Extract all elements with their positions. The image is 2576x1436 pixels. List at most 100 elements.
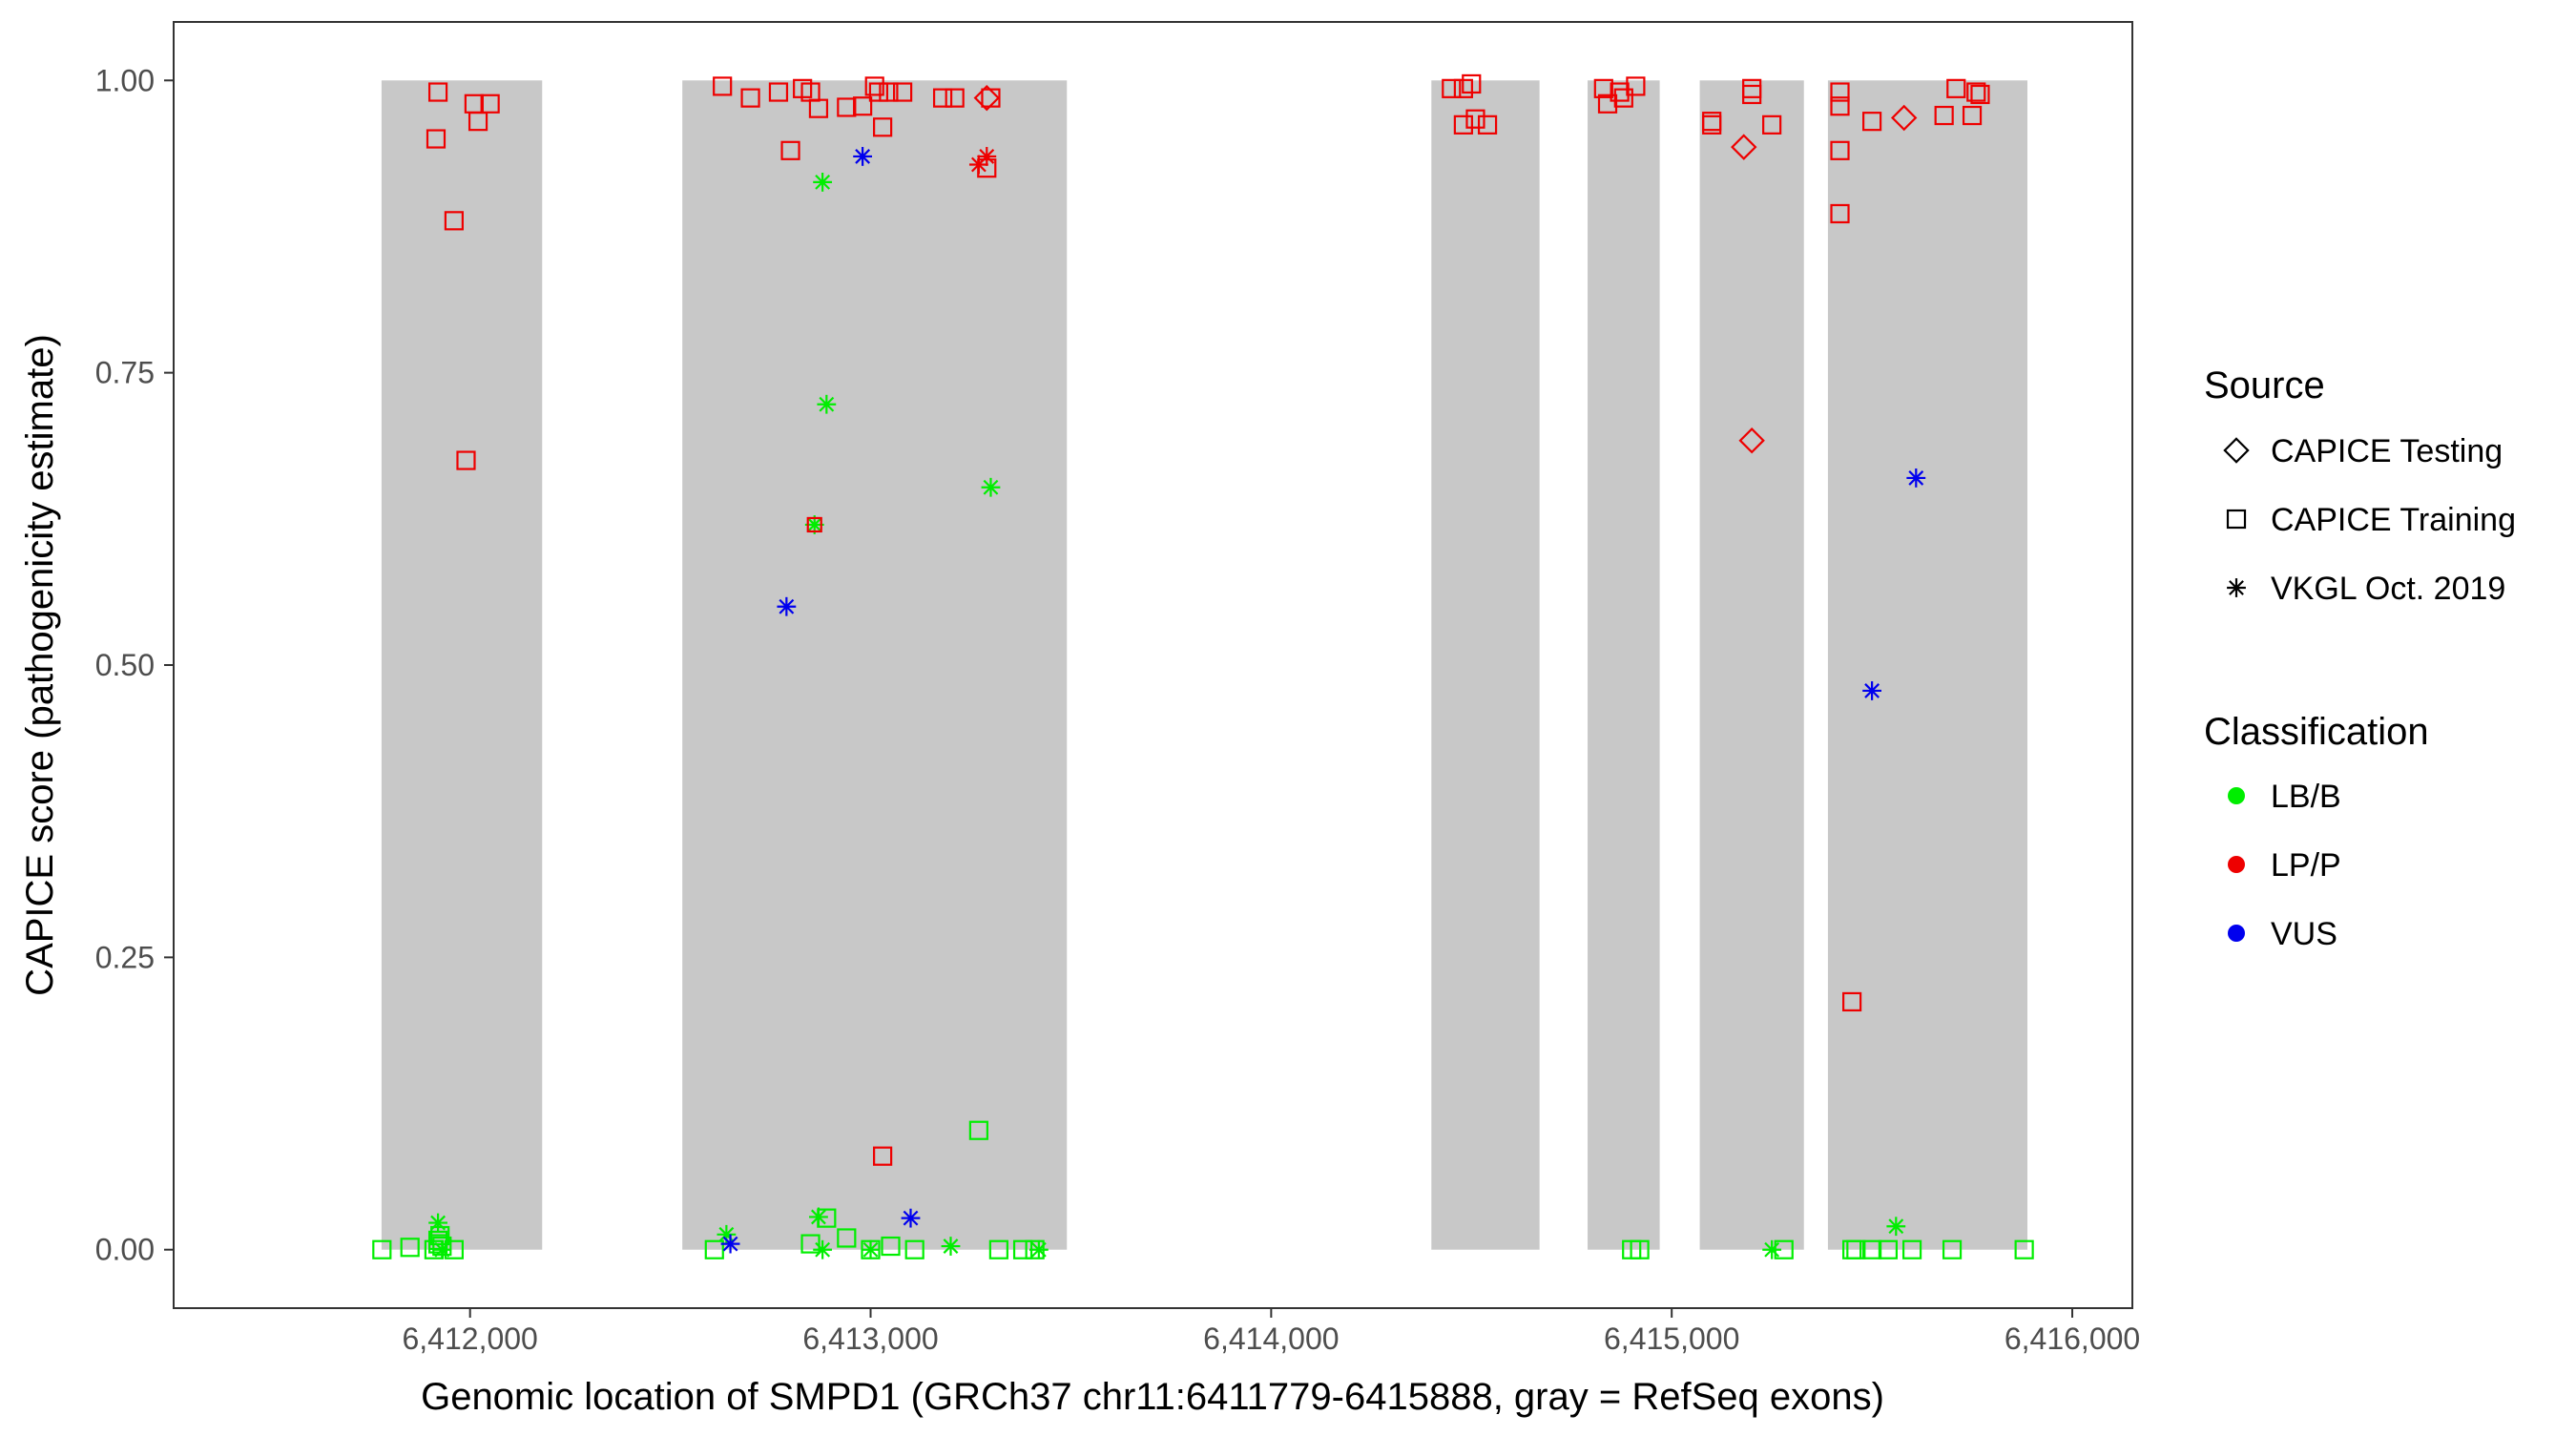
legend-classification-label: LB/B (2271, 779, 2341, 815)
data-point (813, 1239, 833, 1259)
data-point (1934, 105, 1954, 126)
data-point (988, 1239, 1008, 1259)
data-point (1878, 1239, 1898, 1259)
data-point (1862, 1239, 1882, 1259)
data-point (1862, 681, 1882, 700)
legend-square-icon (2226, 509, 2247, 530)
legend-dot-icon (2228, 925, 2245, 942)
data-point (853, 96, 873, 116)
data-point (1901, 1239, 1922, 1259)
y-tick-label: 0.50 (95, 648, 155, 682)
x-tick-label: 6,415,000 (1604, 1322, 1739, 1356)
data-point (704, 1239, 724, 1259)
data-point (1966, 82, 1986, 102)
data-point (780, 140, 800, 160)
data-point (1626, 76, 1646, 96)
data-point (768, 82, 789, 102)
data-point (740, 88, 760, 108)
data-point (1477, 114, 1498, 135)
data-point (713, 76, 733, 96)
data-point (1028, 1239, 1049, 1259)
data-point (1942, 1239, 1963, 1259)
data-point (800, 1234, 821, 1254)
data-point (873, 117, 893, 137)
data-point (873, 1146, 893, 1166)
data-point (1613, 88, 1633, 108)
legend-classification-label: LP/P (2271, 847, 2341, 884)
series-vkgl-oct-2019-vus (720, 147, 1926, 1254)
data-point (1862, 112, 1882, 132)
data-point (968, 155, 988, 175)
data-point (1890, 104, 1918, 132)
data-point (1886, 1217, 1906, 1237)
series-vkgl-oct-2019-lp-p (968, 147, 997, 175)
legend-source-items: CAPICE Testing CAPICE Training VKGL Oct. 2… (2223, 433, 2516, 607)
data-point (1731, 134, 1757, 160)
legend-source-title: Source (2204, 364, 2325, 406)
data-point (1846, 1239, 1866, 1259)
data-point (428, 1213, 447, 1233)
data-point (720, 1234, 740, 1254)
data-point (1830, 203, 1850, 224)
series-capice-training-lb-b (372, 1120, 2034, 1259)
data-point (941, 1237, 961, 1256)
legend-source-label: VKGL Oct. 2019 (2271, 571, 2505, 607)
data-point (945, 88, 965, 108)
x-tick-label: 6,413,000 (802, 1322, 938, 1356)
data-point (1830, 96, 1850, 116)
data-point (1830, 82, 1850, 102)
series-capice-training-lp-p (426, 73, 1990, 1166)
data-point (1593, 78, 1613, 98)
data-point (809, 1207, 828, 1227)
data-point (868, 82, 889, 102)
data-point (977, 147, 997, 166)
data-point (456, 450, 476, 470)
legend-dot-icon (2228, 856, 2245, 873)
data-point (1962, 105, 1983, 126)
y-tick-label: 0.75 (95, 356, 155, 390)
exon-layer (381, 80, 2028, 1250)
x-tick-label: 6,414,000 (1203, 1322, 1339, 1356)
data-point (1597, 94, 1618, 114)
data-point (813, 172, 833, 192)
data-point (1738, 427, 1765, 454)
data-point (1970, 84, 1990, 105)
legend: Source Classification CAPICE TestingCAPI… (2204, 364, 2516, 952)
data-point (480, 94, 500, 114)
data-point (1630, 1239, 1650, 1259)
data-point (467, 112, 488, 132)
data-point (426, 129, 447, 149)
y-tick-label: 0.00 (95, 1233, 155, 1267)
legend-source-label: CAPICE Testing (2271, 433, 2503, 469)
point-layer (372, 73, 2034, 1259)
data-point (864, 76, 884, 96)
exon-band-5 (1699, 80, 1804, 1250)
data-point (432, 1239, 452, 1259)
data-point (1453, 114, 1473, 135)
data-point (1442, 78, 1462, 98)
y-axis-title: CAPICE score (pathogenicity estimate) (19, 334, 61, 996)
data-point (861, 1239, 881, 1259)
x-axis: 6,412,000 6,413,000 6,414,000 6,415,000 6,41… (402, 1308, 2140, 1356)
x-tick-label: 6,412,000 (402, 1322, 537, 1356)
x-tick-label: 6,416,000 (2005, 1322, 2140, 1356)
legend-classification-items: LB/B LP/P VUS (2228, 779, 2341, 952)
data-point (1610, 82, 1630, 102)
y-tick-label: 1.00 (95, 63, 155, 97)
data-point (837, 97, 857, 117)
data-point (893, 82, 913, 102)
legend-source-label: CAPICE Training (2271, 502, 2516, 538)
legend-dot-icon (2228, 787, 2245, 804)
exon-band-1 (381, 80, 543, 1250)
data-point (973, 84, 1000, 112)
data-point (427, 82, 448, 102)
data-point (400, 1238, 420, 1258)
legend-asterisk-icon (2227, 578, 2246, 597)
y-axis: 0.00 0.25 0.50 0.75 1.00 (95, 63, 174, 1267)
data-point (808, 98, 829, 118)
data-point (1906, 468, 1926, 488)
data-point (1762, 114, 1782, 135)
data-point (981, 477, 1001, 497)
